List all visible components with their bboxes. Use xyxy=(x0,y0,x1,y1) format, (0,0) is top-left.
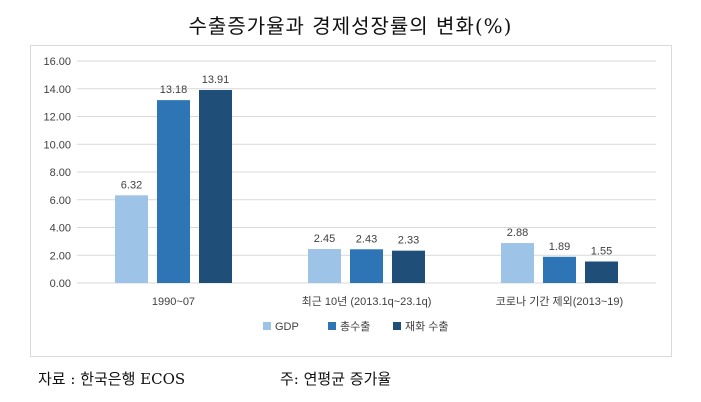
category-label: 최근 10년 (2013.1q~23.1q) xyxy=(302,295,432,308)
legend-label: 총수출 xyxy=(340,320,370,333)
legend-swatch xyxy=(328,322,336,330)
bar xyxy=(157,100,190,283)
y-tick-label: 14.00 xyxy=(43,84,71,96)
category-label: 1990~07 xyxy=(152,296,195,308)
data-label: 13.18 xyxy=(160,84,188,96)
data-label: 1.55 xyxy=(591,245,612,257)
footnote: 주: 연평균 증가율 xyxy=(280,370,392,388)
chart-title: 수출증가율과 경제성장률의 변화(%) xyxy=(188,14,513,38)
data-label: 2.45 xyxy=(314,233,335,245)
bar xyxy=(543,256,576,283)
category-label: 코로나 기간 제외(2013~19) xyxy=(496,295,623,308)
bar xyxy=(350,249,383,283)
bar xyxy=(308,249,341,283)
data-label: 6.32 xyxy=(121,179,142,191)
y-tick-label: 10.00 xyxy=(43,139,71,151)
data-label: 1.89 xyxy=(549,241,570,253)
bar xyxy=(115,195,148,283)
y-tick-label: 4.00 xyxy=(50,223,71,235)
y-tick-label: 16.00 xyxy=(43,56,71,68)
data-label: 2.33 xyxy=(398,235,419,247)
y-tick-label: 12.00 xyxy=(43,112,71,124)
bar-chart: 0.00 2.00 4.00 6.00 8.00 10.00 12.00 14.00 16.00… xyxy=(43,56,656,333)
y-tick-label: 2.00 xyxy=(50,250,71,262)
data-label: 13.91 xyxy=(202,74,230,86)
legend-label: GDP xyxy=(275,321,299,333)
data-label: 2.43 xyxy=(356,233,377,245)
legend-label: 재화 수출 xyxy=(405,320,449,333)
y-tick-label: 8.00 xyxy=(50,167,71,179)
legend-swatch xyxy=(263,322,271,330)
bar xyxy=(501,243,534,283)
y-tick-label: 6.00 xyxy=(50,195,71,207)
bar xyxy=(199,89,232,283)
chart-area: 0.00 2.00 4.00 6.00 8.00 10.00 12.00 14.00 16.00… xyxy=(30,45,672,357)
bar xyxy=(392,250,425,283)
source-note: 자료 : 한국은행 ECOS xyxy=(38,370,186,388)
data-label: 2.88 xyxy=(507,227,528,239)
y-tick-label: 0.00 xyxy=(50,278,71,290)
legend-swatch xyxy=(393,322,401,330)
bar xyxy=(585,261,618,283)
